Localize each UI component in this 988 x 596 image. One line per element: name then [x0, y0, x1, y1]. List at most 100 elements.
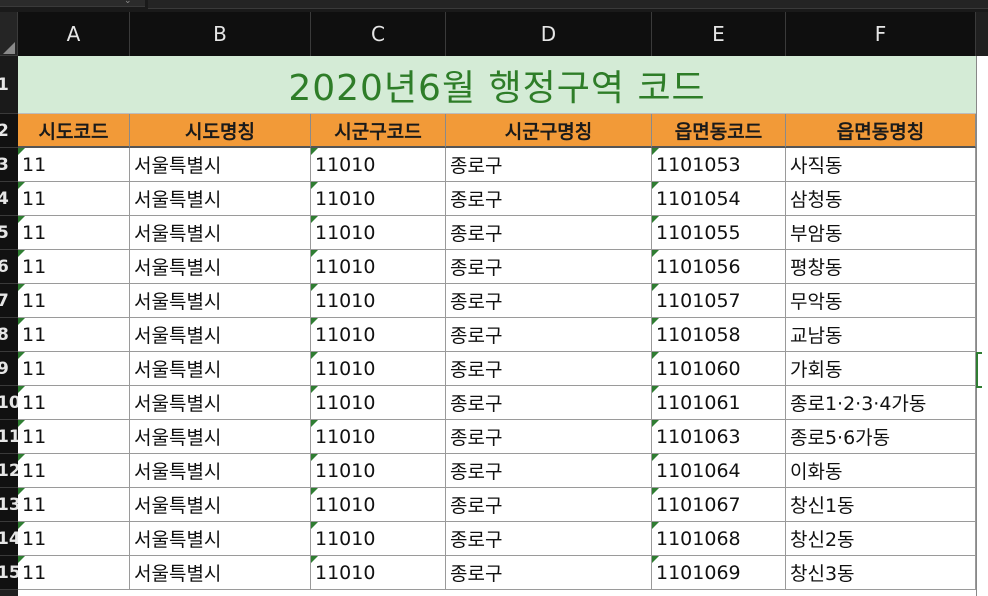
cell[interactable]: 11010: [311, 284, 446, 318]
row-header-6[interactable]: 6: [0, 250, 18, 284]
header-cell[interactable]: 시군구코드: [311, 114, 446, 148]
cell[interactable]: 무악동: [786, 284, 976, 318]
cell[interactable]: 종로구: [446, 284, 652, 318]
row-header-1[interactable]: 1: [0, 56, 18, 114]
cell[interactable]: 평창동: [786, 250, 976, 284]
row-header-11[interactable]: 11: [0, 420, 18, 454]
cell[interactable]: 종로1·2·3·4가동: [786, 386, 976, 420]
cell[interactable]: 종로구: [446, 386, 652, 420]
row-header-7[interactable]: 7: [0, 284, 18, 318]
header-cell[interactable]: 시도코드: [18, 114, 130, 148]
cell[interactable]: 창신1동: [786, 488, 976, 522]
cell[interactable]: 종로구: [446, 148, 652, 182]
next-column-strip[interactable]: [976, 56, 988, 596]
cell[interactable]: 11: [18, 556, 130, 590]
cell[interactable]: 11010: [311, 182, 446, 216]
cell[interactable]: 서울특별시: [130, 522, 311, 556]
cell[interactable]: 서울특별시: [130, 454, 311, 488]
cell[interactable]: 1101068: [652, 522, 786, 556]
column-header-f[interactable]: F: [786, 12, 976, 56]
cell[interactable]: 11: [18, 284, 130, 318]
cell[interactable]: 서울특별시: [130, 284, 311, 318]
formula-bar[interactable]: [148, 0, 988, 9]
cell[interactable]: 11010: [311, 556, 446, 590]
cell[interactable]: 종로구: [446, 250, 652, 284]
row-header-15[interactable]: 15: [0, 556, 18, 590]
cell[interactable]: 가회동: [786, 352, 976, 386]
cell[interactable]: 1101064: [652, 454, 786, 488]
cell[interactable]: 11010: [311, 488, 446, 522]
cell[interactable]: 11: [18, 216, 130, 250]
name-box[interactable]: [0, 0, 145, 7]
cell[interactable]: 서울특별시: [130, 352, 311, 386]
column-header-e[interactable]: E: [652, 12, 786, 56]
cell[interactable]: 삼청동: [786, 182, 976, 216]
cell[interactable]: 종로구: [446, 420, 652, 454]
cell[interactable]: 서울특별시: [130, 318, 311, 352]
cell[interactable]: 11010: [311, 522, 446, 556]
cell[interactable]: 종로구: [446, 488, 652, 522]
row-header-9[interactable]: 9: [0, 352, 18, 386]
cell[interactable]: 1101054: [652, 182, 786, 216]
cell[interactable]: 종로구: [446, 454, 652, 488]
cell[interactable]: 1101053: [652, 148, 786, 182]
cell[interactable]: 11: [18, 386, 130, 420]
cell[interactable]: 11010: [311, 148, 446, 182]
cell[interactable]: 11: [18, 488, 130, 522]
row-header-14[interactable]: 14: [0, 522, 18, 556]
cell[interactable]: 종로구: [446, 182, 652, 216]
cell[interactable]: 종로구: [446, 522, 652, 556]
row-header-5[interactable]: 5: [0, 216, 18, 250]
cell[interactable]: 교남동: [786, 318, 976, 352]
header-cell[interactable]: 읍면동명칭: [786, 114, 976, 148]
cell[interactable]: 11010: [311, 386, 446, 420]
cell[interactable]: 서울특별시: [130, 420, 311, 454]
title-cell[interactable]: 2020년6월 행정구역 코드: [18, 56, 976, 114]
column-header-d[interactable]: D: [446, 12, 652, 56]
row-header-8[interactable]: 8: [0, 318, 18, 352]
cell[interactable]: 11010: [311, 454, 446, 488]
chevron-down-icon[interactable]: ⌄: [124, 0, 132, 6]
cell[interactable]: 1101060: [652, 352, 786, 386]
cell[interactable]: 11: [18, 454, 130, 488]
cell[interactable]: 이화동: [786, 454, 976, 488]
cell[interactable]: 서울특별시: [130, 182, 311, 216]
cell[interactable]: 1101069: [652, 556, 786, 590]
header-cell[interactable]: 읍면동코드: [652, 114, 786, 148]
cell[interactable]: 종로5·6가동: [786, 420, 976, 454]
cell[interactable]: 11010: [311, 352, 446, 386]
cell[interactable]: 서울특별시: [130, 386, 311, 420]
cell[interactable]: 종로구: [446, 352, 652, 386]
cell[interactable]: 창신3동: [786, 556, 976, 590]
cell[interactable]: 1101063: [652, 420, 786, 454]
column-header-a[interactable]: A: [18, 12, 130, 56]
cell[interactable]: 11010: [311, 250, 446, 284]
row-header-10[interactable]: 10: [0, 386, 18, 420]
cell[interactable]: 11: [18, 318, 130, 352]
cell[interactable]: 서울특별시: [130, 148, 311, 182]
cell[interactable]: 11010: [311, 318, 446, 352]
cell[interactable]: 창신2동: [786, 522, 976, 556]
cell[interactable]: 11010: [311, 216, 446, 250]
row-header-4[interactable]: 4: [0, 182, 18, 216]
header-cell[interactable]: 시도명칭: [130, 114, 311, 148]
row-header-12[interactable]: 12: [0, 454, 18, 488]
cell[interactable]: 종로구: [446, 556, 652, 590]
cell[interactable]: 1101061: [652, 386, 786, 420]
row-header-13[interactable]: 13: [0, 488, 18, 522]
cell[interactable]: 부암동: [786, 216, 976, 250]
cell[interactable]: 11: [18, 420, 130, 454]
cell[interactable]: 1101056: [652, 250, 786, 284]
row-header-3[interactable]: 3: [0, 148, 18, 182]
cell[interactable]: 사직동: [786, 148, 976, 182]
cell[interactable]: 1101057: [652, 284, 786, 318]
cell[interactable]: 11: [18, 250, 130, 284]
cell[interactable]: 1101067: [652, 488, 786, 522]
cell[interactable]: 서울특별시: [130, 216, 311, 250]
column-header-b[interactable]: B: [130, 12, 311, 56]
column-header-c[interactable]: C: [311, 12, 446, 56]
cell[interactable]: 1101058: [652, 318, 786, 352]
cell[interactable]: 1101055: [652, 216, 786, 250]
cell[interactable]: 11: [18, 182, 130, 216]
cell[interactable]: 종로구: [446, 318, 652, 352]
